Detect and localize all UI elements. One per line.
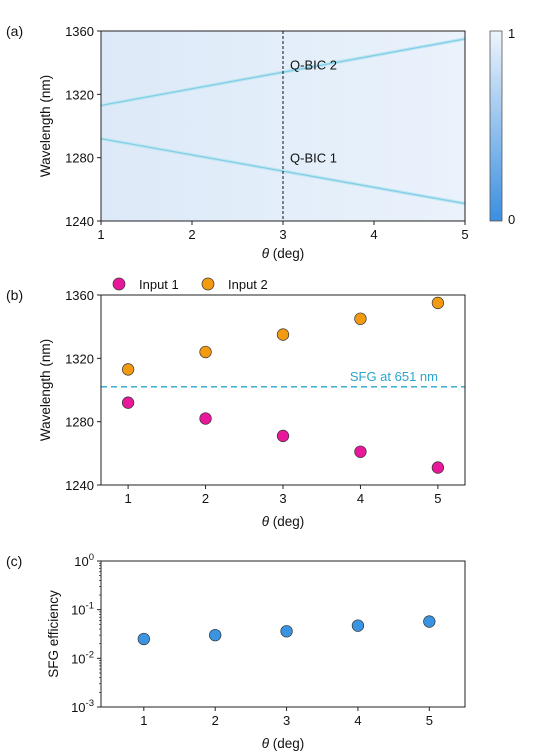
x-tick-label: 2: [212, 713, 219, 728]
x-axis-ticks: 1 2 3 4 5: [97, 221, 469, 242]
y-tick-label: 1320: [65, 351, 94, 366]
point-input-1: [121, 396, 135, 409]
y-tick-label: 100: [74, 552, 94, 569]
x-axis-ticks: 1 2 3 4 5: [124, 485, 442, 506]
y-axis-title: Wavelength (nm): [38, 339, 53, 441]
x-axis-ticks: 1 2 3 4 5: [140, 707, 433, 728]
panel-b-label: (b): [6, 287, 23, 303]
x-axis-title: θ (deg): [262, 514, 305, 529]
sfg-reference-label: SFG at 651 nm: [350, 369, 438, 384]
x-tick-label: 4: [357, 491, 364, 506]
y-tick-label: 10-3: [71, 698, 94, 715]
y-axis-title: SFG efficiency: [46, 590, 61, 678]
x-tick-label: 4: [370, 227, 377, 242]
legend-marker-input-2: [201, 277, 215, 291]
panel-a: (a) Q-BIC 2 Q-BIC 1 1 2 3 4 5 1240 1280 1320 13…: [6, 23, 515, 261]
x-tick-label: 3: [283, 713, 290, 728]
y-axis-title: Wavelength (nm): [38, 75, 53, 177]
qbic1-label: Q-BIC 1: [290, 151, 337, 166]
point-sfg-efficiency: [351, 619, 365, 632]
y-tick-label: 1280: [65, 151, 94, 166]
point-input-2: [354, 312, 367, 325]
y-tick-label: 10-2: [71, 649, 94, 666]
y-tick-label: 1240: [65, 478, 94, 493]
point-input-2: [121, 363, 135, 376]
panel-b-frame: [100, 294, 466, 486]
legend: Input 1 Input 2: [112, 277, 268, 292]
y-tick-label: 10-1: [71, 601, 94, 618]
panel-c: (c) 1 2 3 4 5 10-3 10-2 10-1 100 θ (deg) SFG ef…: [6, 552, 466, 751]
point-input-2: [431, 296, 445, 310]
y-axis-ticks: 1240 1280 1320 1360: [65, 24, 101, 229]
point-input-1: [276, 429, 290, 443]
panel-a-label: (a): [6, 23, 23, 39]
scatter-points: [137, 615, 436, 646]
y-axis-ticks: 1240 1280 1320 1360: [65, 288, 101, 493]
legend-marker-input-1: [112, 277, 126, 291]
y-tick-label: 1240: [65, 214, 94, 229]
scatter-points: [121, 296, 445, 474]
x-tick-label: 3: [279, 227, 286, 242]
legend-label-input-2: Input 2: [228, 277, 268, 292]
legend-label-input-1: Input 1: [139, 277, 179, 292]
x-tick-label: 1: [97, 227, 104, 242]
colorbar-max-label: 1: [508, 26, 515, 41]
x-axis-title: θ (deg): [262, 246, 305, 261]
x-tick-label: 1: [140, 713, 147, 728]
y-tick-label: 1320: [65, 87, 94, 102]
colorbar-gradient: [489, 30, 503, 222]
y-tick-label: 1360: [65, 24, 94, 39]
point-sfg-efficiency: [209, 628, 222, 642]
x-tick-label: 5: [434, 491, 441, 506]
x-tick-label: 1: [124, 491, 131, 506]
x-tick-label: 3: [279, 491, 286, 506]
point-input-1: [354, 445, 367, 458]
x-tick-label: 4: [354, 713, 361, 728]
point-input-2: [199, 345, 212, 359]
panel-c-label: (c): [6, 553, 22, 569]
y-tick-label: 1280: [65, 415, 94, 430]
point-input-2: [276, 328, 290, 341]
point-input-1: [199, 412, 212, 425]
qbic2-label: Q-BIC 2: [290, 57, 337, 72]
x-axis-title: θ (deg): [262, 736, 305, 751]
point-sfg-efficiency: [423, 615, 436, 628]
x-tick-label: 2: [202, 491, 209, 506]
panel-c-frame: [100, 560, 466, 708]
point-sfg-efficiency: [137, 632, 150, 646]
x-tick-label: 5: [461, 227, 468, 242]
y-axis-ticks: 10-3 10-2 10-1 100: [71, 552, 101, 715]
colorbar-min-label: 0: [508, 212, 515, 227]
y-tick-label: 1360: [65, 288, 94, 303]
x-tick-label: 5: [426, 713, 433, 728]
colorbar: 1 0: [489, 26, 515, 227]
point-input-1: [431, 461, 445, 474]
point-sfg-efficiency: [280, 625, 293, 638]
x-tick-label: 2: [188, 227, 195, 242]
